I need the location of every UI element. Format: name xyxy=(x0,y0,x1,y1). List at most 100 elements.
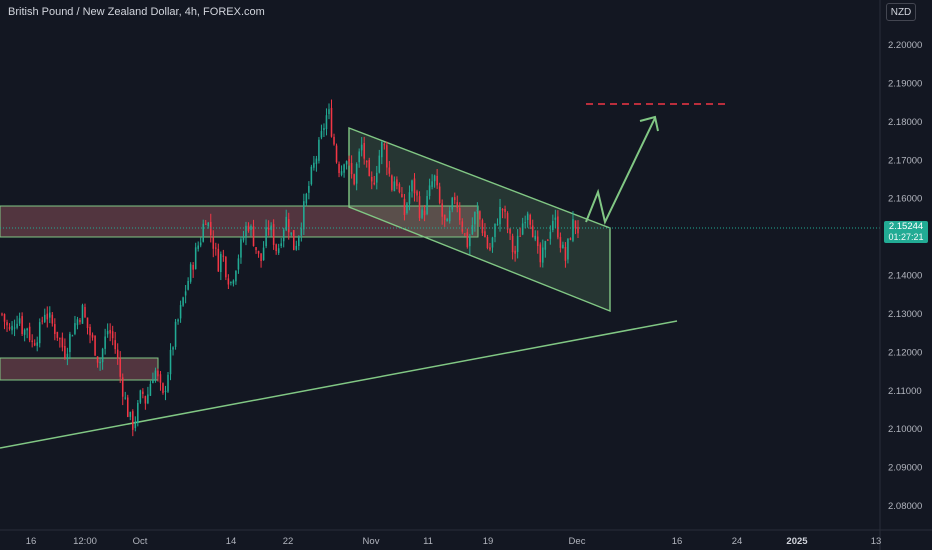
candle-body xyxy=(89,326,91,336)
candle-body xyxy=(199,242,202,246)
candle-body xyxy=(501,208,504,211)
time-tick-label: 12:00 xyxy=(73,536,97,547)
candle-body xyxy=(46,313,49,320)
candle-body xyxy=(134,421,137,429)
candle-body xyxy=(411,180,413,192)
price-tick-label: 2.10000 xyxy=(888,424,922,435)
candle-body xyxy=(443,214,446,220)
candle-body xyxy=(267,227,270,230)
candle-body xyxy=(282,229,285,242)
candle-body xyxy=(481,220,484,234)
candle-body xyxy=(184,291,187,296)
candle-body xyxy=(235,270,237,282)
candle-body xyxy=(393,181,396,192)
candle-body xyxy=(84,307,86,318)
candle-body xyxy=(303,201,305,230)
candle-body xyxy=(116,349,119,359)
candle-body xyxy=(18,318,21,324)
candle-body xyxy=(398,184,401,193)
candle-body xyxy=(157,370,159,377)
candle-body xyxy=(446,218,448,222)
price-axis[interactable]: 2.200002.190002.180002.170002.160002.150… xyxy=(888,40,922,512)
candle-body xyxy=(162,383,164,394)
candle-body xyxy=(250,226,252,230)
candle-body xyxy=(355,163,358,184)
candle-body xyxy=(142,391,144,394)
candle-body xyxy=(298,235,300,247)
candle-body xyxy=(552,220,554,230)
candle-body xyxy=(534,235,537,240)
candle-body xyxy=(182,297,184,306)
candle-body xyxy=(187,281,189,290)
candle-body xyxy=(202,223,205,242)
candle-body xyxy=(572,219,574,241)
candle-body xyxy=(172,347,174,350)
candle-body xyxy=(421,209,423,218)
candle-body xyxy=(370,177,373,182)
candle-body xyxy=(542,247,544,263)
candle-body xyxy=(464,233,466,235)
candle-body xyxy=(272,224,275,245)
candle-body xyxy=(378,155,381,173)
candle-body xyxy=(169,349,172,375)
candles-group xyxy=(1,99,579,437)
candle-body xyxy=(461,221,464,232)
candle-body xyxy=(489,247,491,250)
candle-body xyxy=(31,340,33,342)
candle-body xyxy=(343,164,345,173)
candle-body xyxy=(252,226,255,247)
candle-body xyxy=(476,209,479,211)
candle-body xyxy=(106,330,109,335)
candle-body xyxy=(91,334,94,338)
candle-body xyxy=(396,179,398,186)
candle-body xyxy=(147,394,149,404)
candle-body xyxy=(340,171,343,175)
time-axis[interactable]: 16 12:00 Oct 14 22 Nov 11 19 Dec 16 24 2025 13 xyxy=(26,536,882,547)
candle-body xyxy=(391,175,393,191)
candle-body xyxy=(189,264,192,282)
candle-body xyxy=(66,353,69,360)
candle-body xyxy=(230,282,232,284)
candle-body xyxy=(408,192,411,204)
candle-body xyxy=(350,163,353,175)
candle-body xyxy=(328,109,330,115)
candle-body xyxy=(453,197,456,201)
candle-body xyxy=(174,321,177,347)
candle-body xyxy=(438,186,441,204)
candle-body xyxy=(479,211,481,220)
candle-body xyxy=(574,220,577,229)
candle-body xyxy=(536,236,539,247)
candle-body xyxy=(275,244,277,252)
candle-body xyxy=(539,244,542,263)
candle-body xyxy=(383,144,386,146)
candle-body xyxy=(36,342,38,346)
time-tick-label: 2025 xyxy=(786,536,808,547)
candle-body xyxy=(121,377,124,397)
symbol-title[interactable]: British Pound / New Zealand Dollar, 4h, … xyxy=(8,6,265,18)
candle-body xyxy=(26,328,28,331)
currency-button[interactable]: NZD xyxy=(886,3,916,21)
candle-body xyxy=(426,196,428,215)
candle-body xyxy=(401,194,403,198)
candle-body xyxy=(386,145,388,168)
price-tick-label: 2.11000 xyxy=(888,386,922,397)
price-tick-label: 2.18000 xyxy=(888,117,922,128)
candle-body xyxy=(71,335,74,337)
candle-body xyxy=(194,247,197,270)
candle-body xyxy=(506,213,509,230)
candle-body xyxy=(423,210,426,216)
candle-body xyxy=(562,244,564,249)
candle-body xyxy=(79,319,81,323)
candle-body xyxy=(292,230,295,251)
candle-body xyxy=(255,247,257,251)
candle-body xyxy=(212,237,215,249)
candle-body xyxy=(353,174,355,185)
price-tick-label: 2.20000 xyxy=(888,40,922,51)
candle-body xyxy=(514,250,516,254)
candle-body xyxy=(49,312,51,318)
candle-body xyxy=(315,158,318,164)
candle-body xyxy=(51,314,54,324)
candle-body xyxy=(567,238,569,260)
